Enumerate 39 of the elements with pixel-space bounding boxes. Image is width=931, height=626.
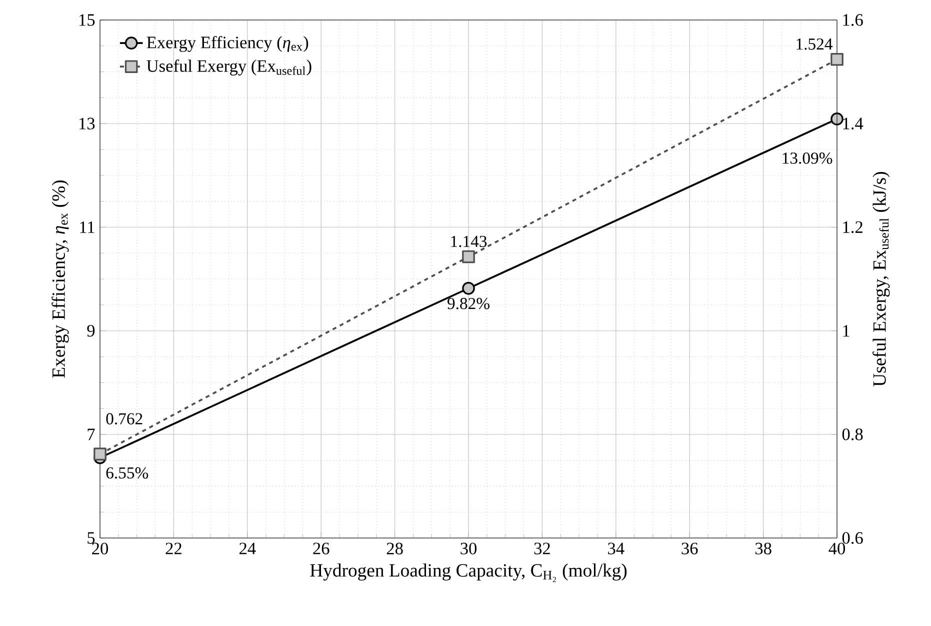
x-tick-label: 28 <box>386 542 403 554</box>
y2-tick-label: 0.8 <box>842 428 863 440</box>
x-tick-label: 26 <box>313 542 330 554</box>
y-tick-label: 7 <box>88 428 95 440</box>
y2-tick-label: 1.6 <box>843 14 863 26</box>
y2-tick-label: 1.4 <box>843 118 864 130</box>
x-tick-label: 32 <box>534 542 550 554</box>
y2-axis-title: Useful Exergy, Ex$_{useful}$ (kJ/s) <box>872 172 890 386</box>
x-tick-label: 30 <box>460 542 477 554</box>
x-tick-label: 22 <box>166 542 182 554</box>
data-label: 0.762 <box>106 413 142 424</box>
legend-label: Exergy Efficiency (η$_{ex}$) <box>146 36 308 52</box>
y-tick-label: 15 <box>79 14 95 26</box>
data-label: 1.524 <box>796 38 832 50</box>
y2-tick-label: 0.6 <box>842 532 863 544</box>
point <box>830 52 844 66</box>
legend-label: Useful Exergy (Ex$_{useful}$) <box>146 59 312 76</box>
x-tick-label: 20 <box>92 542 108 554</box>
x-tick-label: 34 <box>608 542 624 554</box>
data-label: 13.09% <box>782 152 832 164</box>
x-tick-label: 24 <box>239 542 256 554</box>
y-tick-label: 5 <box>88 532 95 544</box>
data-label: 6.55% <box>106 467 148 479</box>
point <box>94 448 106 460</box>
data-label: 1.143 <box>451 236 487 248</box>
x-tick-label: 38 <box>755 542 772 554</box>
x-tick-label: 36 <box>682 542 698 554</box>
y-tick-label: 9 <box>87 324 95 337</box>
point <box>462 282 475 295</box>
x-tick-label: 40 <box>828 542 846 554</box>
y-axis-title: Exergy Efficiency, η$_{ex}$ (%) <box>52 180 69 378</box>
point <box>462 250 475 264</box>
point <box>830 112 844 126</box>
y2-tick-label: 1.2 <box>843 221 862 234</box>
y2-tick-label: 1 <box>843 325 850 337</box>
x-axis-title: Hydrogen Loading Capacity, C$_{H₂}$ (mol/kg) <box>310 564 627 582</box>
y-tick-label: 13 <box>79 118 95 130</box>
y-tick-label: 11 <box>80 221 94 233</box>
data-label: 9.82% <box>448 298 490 310</box>
